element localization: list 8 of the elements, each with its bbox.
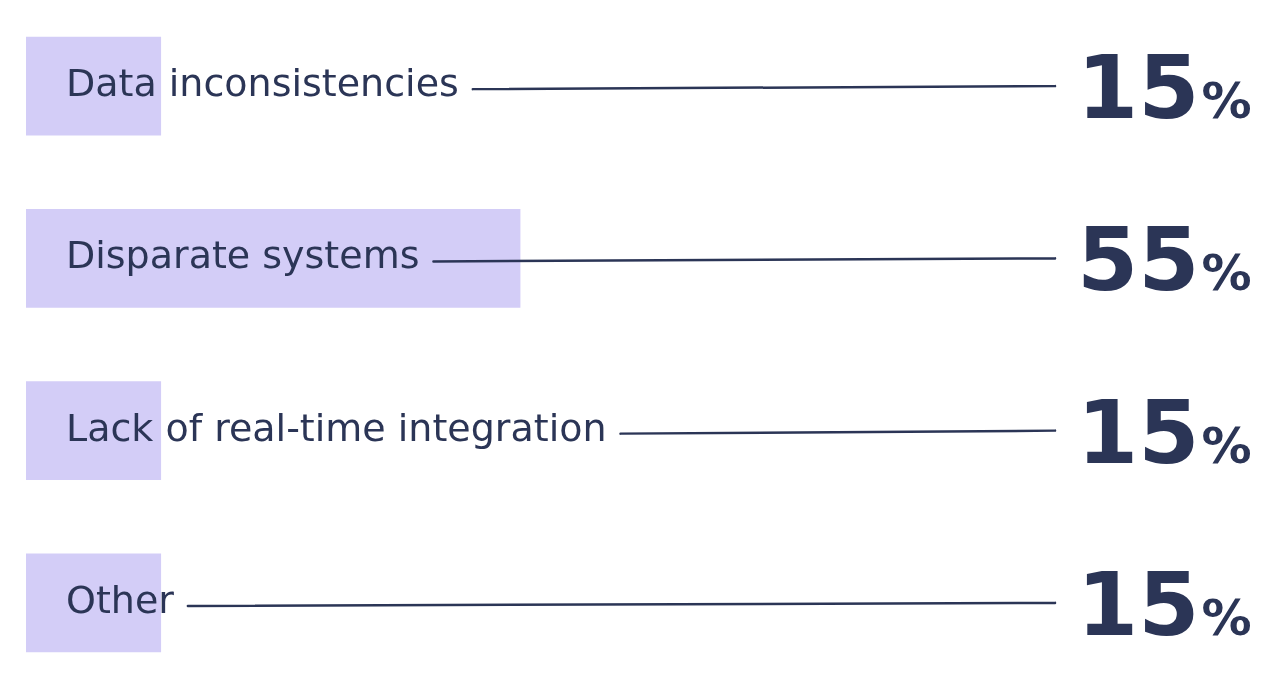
data-label: 55% [1077, 208, 1252, 312]
y-tick-label: Lack of real-time integration [66, 405, 607, 450]
data-label: 15% [1077, 380, 1252, 484]
y-tick-label: Data inconsistencies [66, 61, 459, 105]
data-label: 15% [1077, 36, 1252, 140]
y-tick-label: Disparate systems [66, 233, 420, 278]
y-tick-label: Other [66, 577, 175, 622]
data-label: 15% [1077, 552, 1252, 656]
